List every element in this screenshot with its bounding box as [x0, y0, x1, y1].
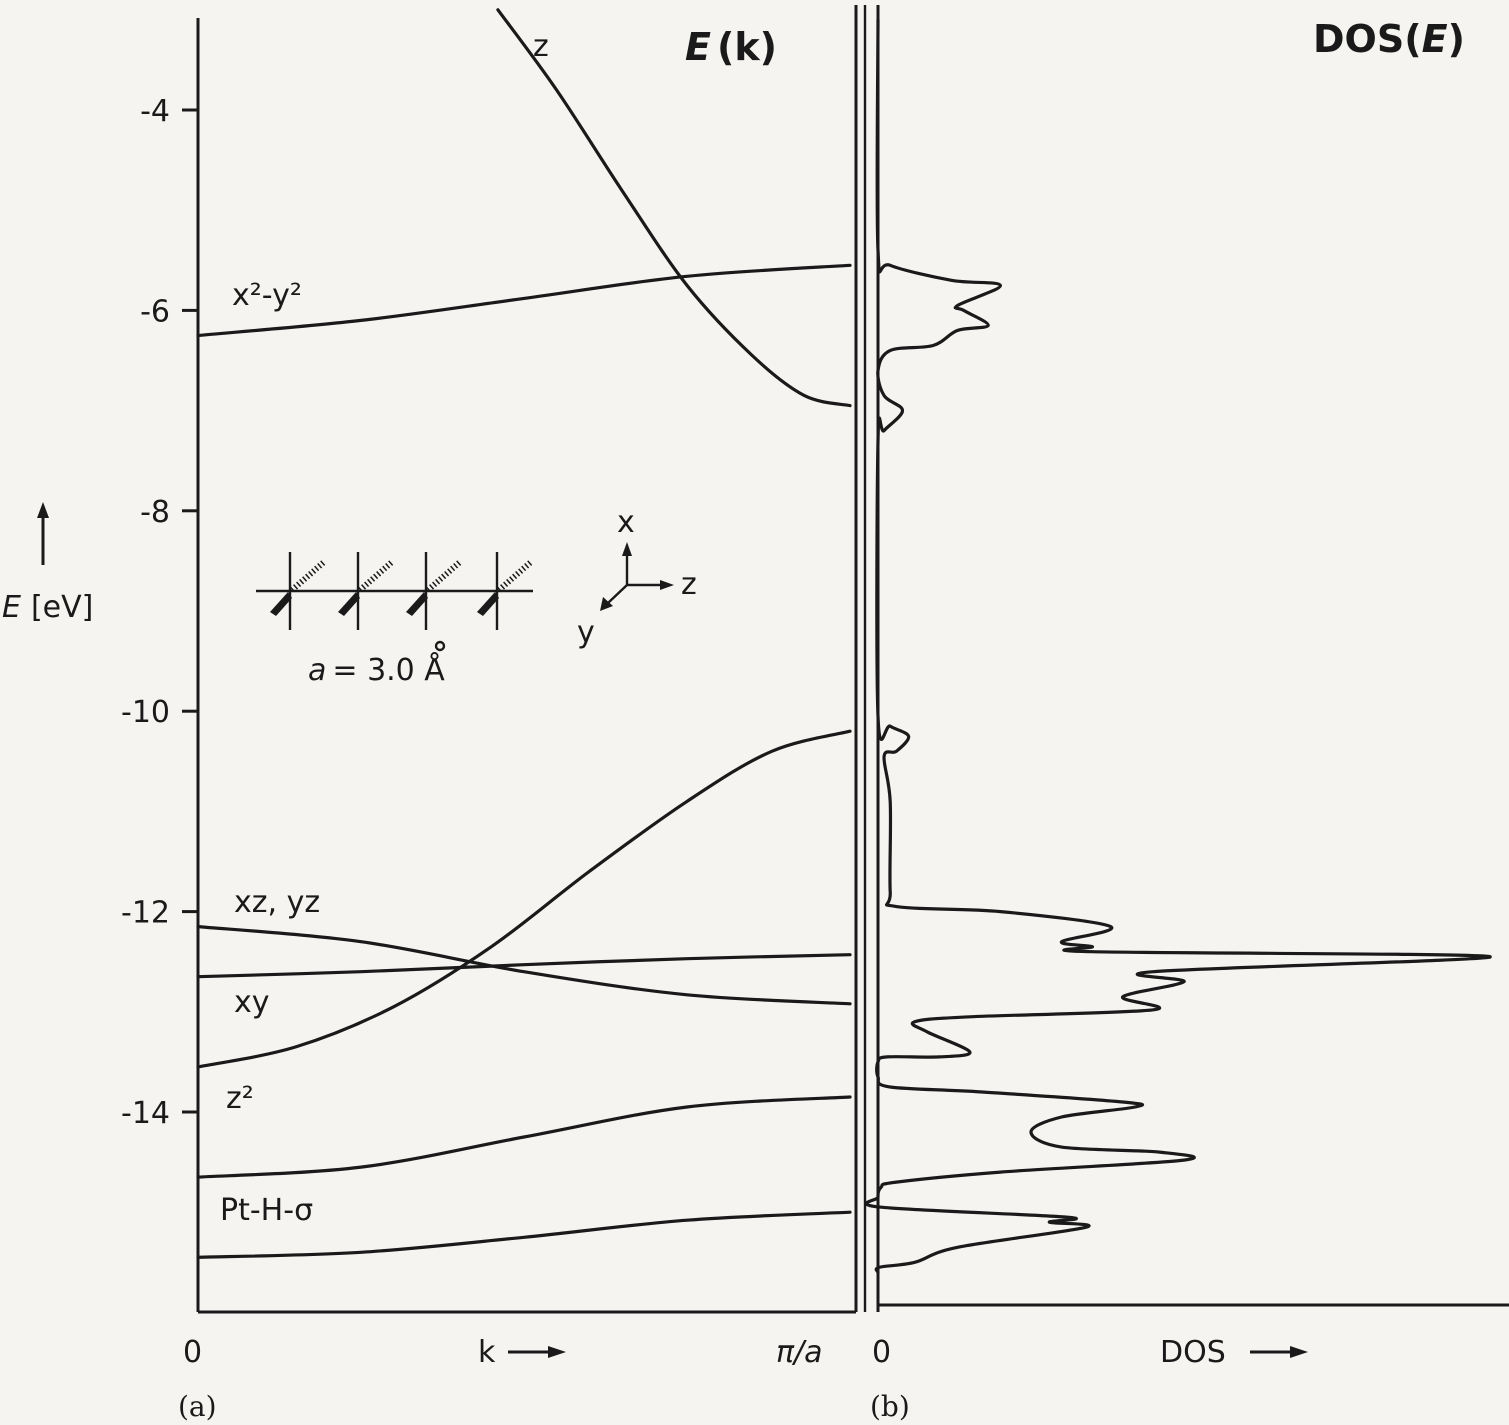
band-curve-2 [196, 925, 852, 1006]
panel-b-title-prefix: DOS( [1313, 17, 1422, 61]
chain-wedge-bond [338, 592, 360, 616]
y-axis-ticks: -4 -6 -8 -10 -12 -14 [121, 94, 198, 1131]
panel-b-title-suffix: ) [1448, 17, 1465, 61]
dos-curve-group [864, 18, 1492, 1274]
panel-a-title: E (k) [685, 25, 777, 69]
lattice-constant-symbol: a [308, 653, 326, 688]
panel-label-b: (b) [870, 1390, 910, 1423]
lattice-constant-annotation: a = 3.0 Å [308, 652, 445, 688]
coord-y-label: y [577, 615, 595, 650]
lattice-constant-value: = 3.0 Å [332, 652, 445, 688]
y-tick-label: -8 [140, 495, 170, 530]
band-curve-3 [196, 953, 852, 979]
coord-x-arrowhead [622, 542, 632, 556]
x-axis-label-k: k [478, 1335, 496, 1370]
angstrom-ring [434, 640, 446, 652]
x-axis-arrow-a [508, 1346, 566, 1358]
panel-b-x-axis-label: DOS [1160, 1335, 1226, 1370]
x-axis-arrow-b-head [1290, 1346, 1308, 1358]
y-axis-label: E [eV] [2, 502, 93, 625]
band-curve-4 [196, 729, 852, 1069]
y-tick-label: -6 [140, 294, 170, 329]
panel-b-x-tick-zero: 0 [872, 1335, 891, 1370]
y-axis-label-text: E [eV] [2, 590, 93, 625]
coord-x-label: x [617, 505, 635, 540]
band-curve-1 [196, 263, 852, 338]
y-tick-label: -12 [121, 896, 170, 931]
panel-b-title: DOS(E) [1313, 17, 1465, 61]
chain-wedge-bond [477, 592, 499, 616]
dos-curve [864, 18, 1492, 1274]
energy-bands [196, 8, 852, 1259]
chain-wedge-bond [406, 592, 428, 616]
coordinate-axes-inset: x z y [577, 505, 697, 650]
panel-b-title-italic: E [1422, 17, 1448, 61]
panel-label-a: (a) [178, 1390, 217, 1423]
y-axis-label-symbol: E [2, 590, 21, 625]
x-tick-label-zero: 0 [183, 1335, 202, 1370]
x-axis-arrow-b [1250, 1346, 1308, 1358]
coord-y-axis-line [607, 584, 628, 604]
chain-hashed-bond [497, 559, 533, 593]
panel-a-band-structure: -4-6-8-10-12-14 E (k) z x²-y² xz, yz xy z… [2, 5, 858, 1423]
panel-a-title-rest: (k) [717, 25, 777, 69]
chain-wedge-bond [270, 592, 292, 616]
band-curve-0 [496, 8, 852, 408]
band-curve-6 [196, 1210, 852, 1259]
x-axis-arrow-a-head [548, 1346, 566, 1358]
band-label-x2-y2: x²-y² [232, 278, 302, 313]
coord-z-arrowhead [660, 580, 674, 590]
chain-hashed-bond [426, 559, 462, 593]
coord-z-label: z [681, 567, 697, 602]
band-curve-5 [196, 1095, 852, 1179]
coord-y-arrowhead [600, 597, 613, 611]
band-label-z2: z² [226, 1081, 254, 1116]
band-label-xy: xy [234, 985, 270, 1020]
band-label-z: z [533, 29, 549, 64]
band-label-pt-h-sigma: Pt-H-σ [220, 1193, 313, 1228]
y-tick-label: -10 [121, 695, 170, 730]
y-axis-label-arrow-head [37, 502, 49, 518]
chain-hashed-bond [358, 559, 394, 593]
chain-structure-inset [256, 552, 533, 652]
y-tick-label: -14 [121, 1096, 170, 1131]
panel-a-title-italic: E [685, 25, 711, 69]
band-label-xz-yz: xz, yz [234, 885, 320, 920]
chain-hashed-bond [290, 559, 326, 593]
x-tick-label-pi-over-a: π/a [776, 1335, 823, 1370]
y-tick-label: -4 [140, 94, 170, 129]
panel-b-density-of-states: DOS(E) 0 DOS (b) [863, 5, 1509, 1423]
y-axis-label-unit: [eV] [31, 590, 93, 625]
